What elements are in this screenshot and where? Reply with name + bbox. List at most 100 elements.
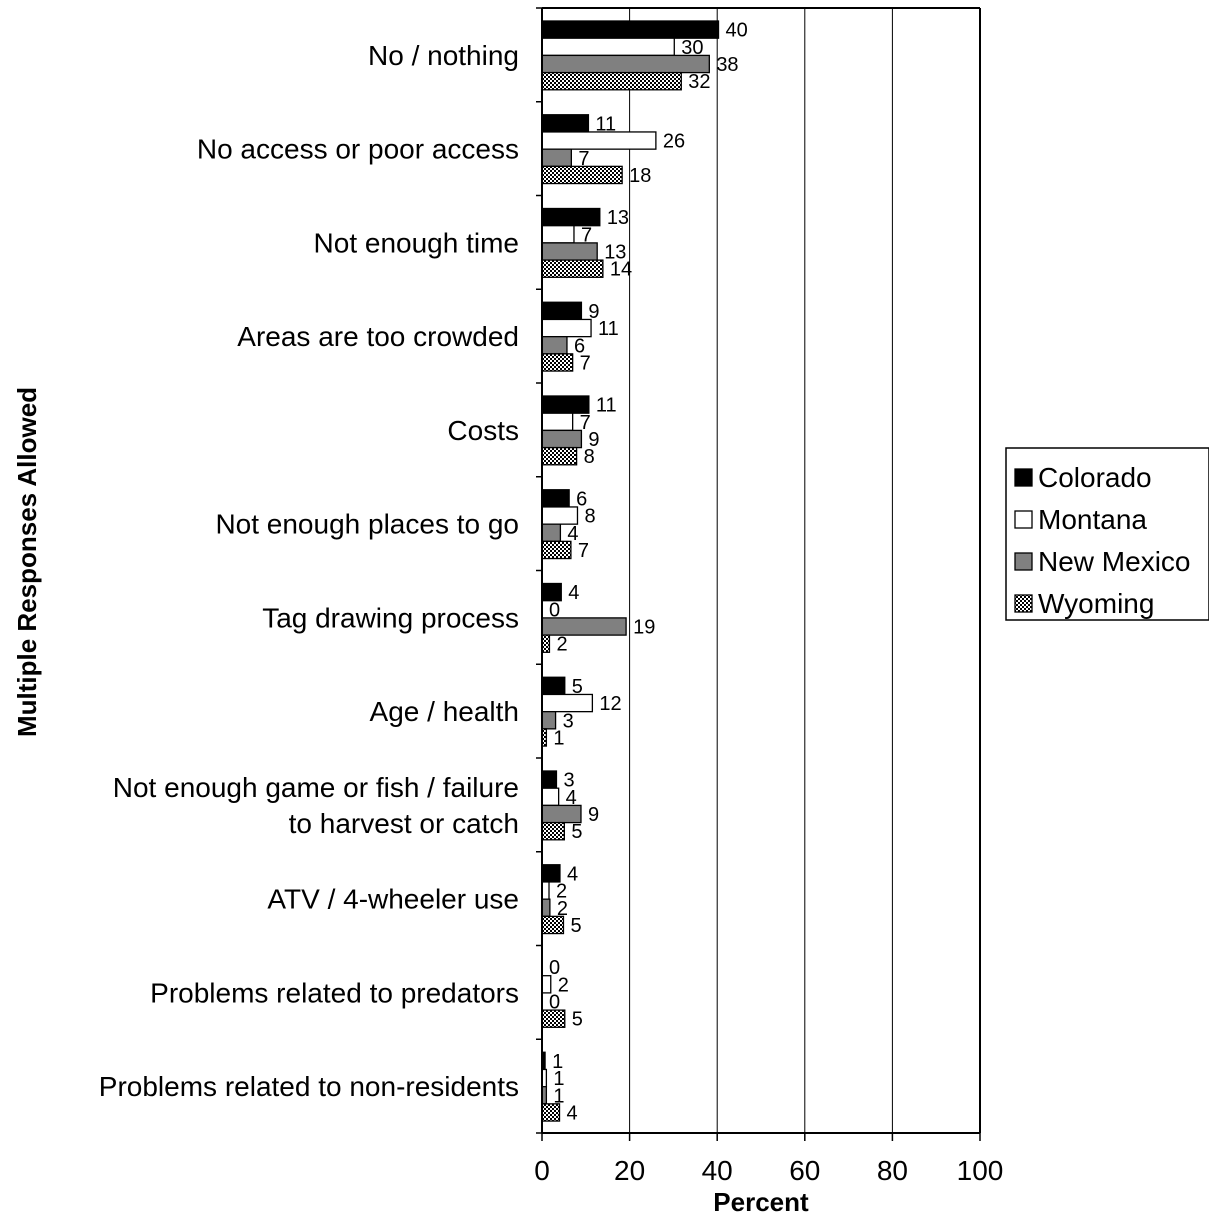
category-label: Tag drawing process (262, 602, 519, 633)
data-label: 5 (572, 1009, 583, 1031)
data-label: 3 (563, 770, 574, 792)
data-label: 0 (549, 599, 560, 621)
category-label: Not enough game or fish / failure (113, 772, 519, 803)
bar (541, 225, 575, 244)
bar (541, 821, 565, 841)
legend-swatch (1014, 594, 1033, 613)
data-label: 12 (599, 693, 621, 715)
data-label: 4 (567, 863, 578, 885)
bar (541, 148, 572, 167)
bar (541, 634, 551, 653)
data-label: 40 (726, 20, 748, 42)
bar (541, 676, 566, 696)
data-label: 32 (688, 71, 710, 93)
x-axis-title: Percent (713, 1187, 809, 1217)
bar (541, 395, 590, 414)
legend-label: Montana (1038, 504, 1147, 535)
category-label: Problems related to predators (150, 977, 519, 1008)
data-label: 7 (581, 224, 592, 246)
data-label: 7 (578, 540, 589, 562)
x-tick-label: 80 (877, 1155, 908, 1186)
bar (541, 446, 578, 466)
data-label: 5 (570, 915, 581, 937)
data-label: 4 (566, 787, 577, 809)
category-label: ATV / 4-wheeler use (267, 884, 519, 915)
data-label: 1 (553, 727, 564, 749)
category-label: Not enough places to go (215, 509, 519, 540)
bar (541, 353, 574, 372)
data-label: 2 (556, 881, 567, 903)
bar (541, 259, 604, 278)
data-label: 19 (633, 617, 655, 639)
data-label: 2 (556, 634, 567, 656)
x-tick-label: 0 (534, 1155, 550, 1186)
data-label: 9 (588, 429, 599, 451)
data-label: 1 (553, 1068, 564, 1090)
category-label: No access or poor access (197, 134, 519, 165)
x-tick-label: 40 (702, 1155, 733, 1186)
data-label: 5 (571, 821, 582, 843)
data-label: 3 (563, 710, 574, 732)
bar (541, 881, 550, 900)
data-label: 4 (568, 582, 579, 604)
category-label: to harvest or catch (289, 808, 519, 839)
bar (541, 787, 560, 807)
data-label: 2 (558, 974, 569, 996)
data-label: 7 (580, 412, 591, 434)
category-label: Areas are too crowded (237, 321, 519, 352)
data-label: 13 (607, 207, 629, 229)
bar (541, 506, 579, 525)
data-label: 14 (610, 259, 632, 281)
category-label: Age / health (370, 696, 519, 727)
bar (541, 898, 551, 918)
legend-swatch (1014, 552, 1033, 571)
bar (541, 489, 570, 508)
legend-label: Colorado (1038, 462, 1152, 493)
data-label: 26 (663, 131, 685, 153)
category-label: No / nothing (368, 40, 519, 71)
x-tick-label: 20 (614, 1155, 645, 1186)
data-label: 6 (576, 488, 587, 510)
data-label: 9 (588, 301, 599, 323)
bar (541, 864, 561, 883)
bar (541, 335, 568, 355)
data-label: 0 (549, 957, 560, 979)
bar (541, 693, 594, 713)
data-label: 7 (578, 148, 589, 170)
legend-label: Wyoming (1038, 588, 1154, 619)
bar (541, 114, 590, 133)
data-label: 11 (598, 318, 619, 340)
data-label: 8 (584, 506, 595, 528)
legend-swatch (1014, 468, 1033, 487)
legend-swatch (1014, 510, 1033, 529)
data-label: 9 (588, 804, 599, 826)
data-label: 30 (681, 37, 703, 59)
legend-box (1005, 447, 1209, 621)
data-label: 4 (567, 523, 578, 545)
data-label: 8 (584, 446, 595, 468)
legend-label: New Mexico (1038, 546, 1190, 577)
bar (541, 301, 583, 321)
bar (541, 318, 592, 338)
x-tick-label: 60 (789, 1155, 820, 1186)
data-label: 1 (553, 1085, 564, 1107)
data-label: 38 (716, 54, 738, 76)
x-tick-label: 100 (957, 1155, 1004, 1186)
data-label: 6 (574, 335, 585, 357)
bar (541, 37, 675, 57)
y-axis-title: Multiple Responses Allowed (12, 387, 42, 737)
data-label: 4 (567, 1102, 578, 1124)
bar (541, 20, 720, 39)
bar (541, 412, 574, 432)
data-label: 11 (595, 113, 616, 135)
bar (541, 711, 557, 730)
bar (541, 429, 583, 449)
bar (541, 523, 562, 543)
bar (541, 207, 601, 227)
data-label: 11 (596, 395, 617, 417)
data-label: 1 (552, 1051, 563, 1073)
data-label: 13 (604, 242, 626, 264)
data-label: 5 (572, 676, 583, 698)
bar (541, 770, 558, 789)
